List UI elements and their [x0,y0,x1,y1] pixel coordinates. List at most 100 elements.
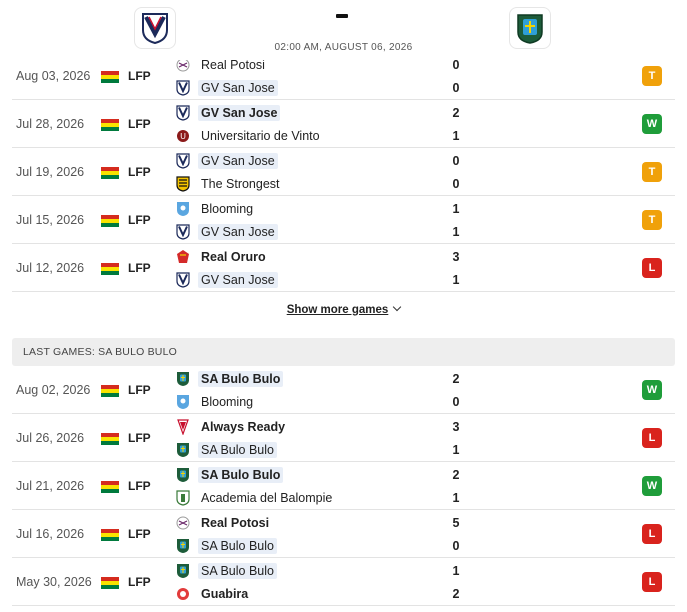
score-away: 1 [452,491,460,505]
score-away: 2 [452,587,460,601]
bolivia-flag-icon [101,529,119,541]
score-away: 1 [452,225,460,239]
score-home: 0 [452,58,460,72]
gv-san-jose-icon [176,272,190,288]
match-date: Jul 15, 2026 [16,213,85,227]
team-name: Universitario de Vinto [201,129,320,143]
home-team: GV San Jose [176,104,281,122]
match-row[interactable]: Jul 15, 2026 LFP Blooming GV San Jose 1 … [12,196,675,244]
result-badge: L [642,428,662,448]
score-home: 5 [452,516,460,530]
home-team: SA Bulo Bulo [176,562,277,580]
score-away: 1 [452,129,460,143]
team-name: SA Bulo Bulo [198,538,277,554]
score-home: 0 [452,154,460,168]
match-row[interactable]: Jul 26, 2026 LFP Always Ready SA Bulo Bu… [12,414,675,462]
match-date: Jul 26, 2026 [16,431,85,445]
away-last-games: Aug 02, 2026 LFP SA Bulo Bulo Blooming 2… [0,366,687,606]
score-home: 3 [452,420,460,434]
match-row[interactable]: Jul 12, 2026 LFP Real Oruro GV San Jose … [12,244,675,292]
league-label: LFP [128,527,151,541]
team-name: SA Bulo Bulo [198,563,277,579]
bolivia-flag-icon [101,385,119,397]
bolivia-flag-icon [101,577,119,589]
team-name: GV San Jose [198,224,278,240]
away-team: Academia del Balompie [176,489,335,507]
score-away: 1 [452,443,460,457]
score-home: 3 [452,250,460,264]
match-score-dash [336,14,348,18]
away-team: Blooming [176,393,256,411]
away-team: SA Bulo Bulo [176,441,277,459]
gv-san-jose-icon [176,153,190,169]
score-home: 2 [452,106,460,120]
score-home: 1 [452,564,460,578]
match-row[interactable]: Aug 02, 2026 LFP SA Bulo Bulo Blooming 2… [12,366,675,414]
gv-san-jose-crest-icon [142,13,168,44]
match-row[interactable]: Jul 16, 2026 LFP Real Potosi SA Bulo Bul… [12,510,675,558]
bolivia-flag-icon [101,263,119,275]
gv-san-jose-icon [176,105,190,121]
sa-bulo-bulo-icon [176,442,190,458]
away-team: The Strongest [176,175,283,193]
match-date: May 30, 2026 [16,575,92,589]
match-row[interactable]: Jul 21, 2026 LFP SA Bulo Bulo Academia d… [12,462,675,510]
league-label: LFP [128,383,151,397]
away-team: GV San Jose [176,271,278,289]
chevron-down-icon [393,302,402,312]
match-date: Jul 16, 2026 [16,527,85,541]
team-name: GV San Jose [198,80,278,96]
home-team: SA Bulo Bulo [176,466,284,484]
blooming-icon [176,394,190,410]
result-badge: W [642,380,662,400]
home-team: Real Potosi [176,56,268,74]
bolivia-flag-icon [101,119,119,131]
bolivia-flag-icon [101,215,119,227]
home-last-games: Aug 03, 2026 LFP Real Potosi GV San Jose… [0,52,687,292]
team-name: The Strongest [201,177,280,191]
score-away: 0 [452,81,460,95]
match-row[interactable]: Aug 03, 2026 LFP Real Potosi GV San Jose… [12,52,675,100]
match-row[interactable]: May 30, 2026 LFP SA Bulo Bulo Guabira 1 … [12,558,675,606]
league-label: LFP [128,213,151,227]
league-label: LFP [128,117,151,131]
match-date: Aug 02, 2026 [16,383,91,397]
result-badge: T [642,66,662,86]
match-date: Aug 03, 2026 [16,69,91,83]
the-strongest-icon [176,176,190,192]
home-team-logo[interactable] [134,7,176,49]
league-label: LFP [128,261,151,275]
team-name: GV San Jose [198,272,278,288]
score-away: 0 [452,539,460,553]
team-name: Real Oruro [201,250,266,264]
match-header: 02:00 AM, AUGUST 06, 2026 [0,0,687,60]
result-badge: W [642,114,662,134]
academia-balompie-icon [176,490,190,506]
bolivia-flag-icon [101,167,119,179]
team-name: GV San Jose [198,105,281,121]
sa-bulo-bulo-icon [176,467,190,483]
league-label: LFP [128,165,151,179]
team-name: SA Bulo Bulo [198,371,284,387]
gv-san-jose-icon [176,224,190,240]
result-badge: T [642,210,662,230]
bolivia-flag-icon [101,71,119,83]
away-team-logo[interactable] [509,7,551,49]
sa-bulo-bulo-icon [176,538,190,554]
score-away: 0 [452,395,460,409]
show-more-games-button[interactable]: Show more games [0,302,687,316]
team-name: Guabira [201,587,249,601]
match-row[interactable]: Jul 28, 2026 LFP GV San Jose U Universit… [12,100,675,148]
result-badge: L [642,258,662,278]
score-home: 2 [452,468,460,482]
sa-bulo-bulo-icon [176,563,190,579]
team-name: GV San Jose [198,153,278,169]
svg-text:U: U [180,132,186,141]
home-team: Blooming [176,200,256,218]
match-datetime: 02:00 AM, AUGUST 06, 2026 [274,42,413,53]
match-date: Jul 19, 2026 [16,165,85,179]
match-row[interactable]: Jul 19, 2026 LFP GV San Jose The Stronge… [12,148,675,196]
score-home: 2 [452,372,460,386]
away-team: Guabira [176,585,251,603]
league-label: LFP [128,69,151,83]
